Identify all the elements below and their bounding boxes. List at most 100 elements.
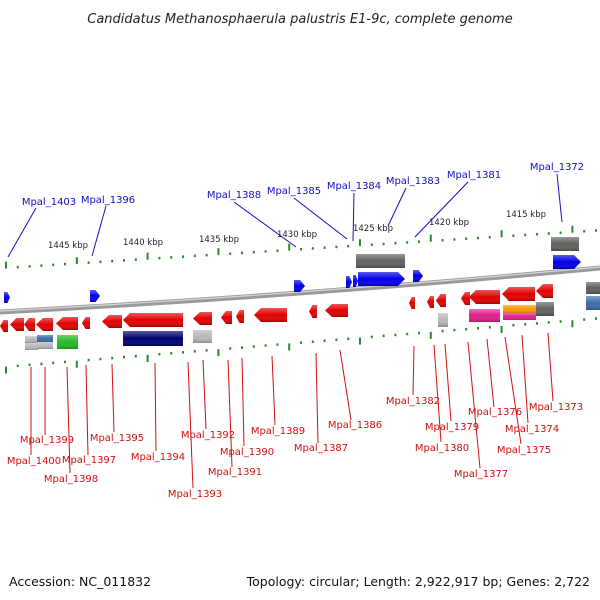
label-mpal-1385: Mpal_1385 (267, 186, 321, 197)
label-leader-lines (7, 173, 563, 489)
ruler-dot (252, 250, 255, 254)
ruler-dot (595, 317, 597, 320)
ruler-dot (134, 354, 137, 358)
ruler-dot (205, 253, 208, 257)
label-mpal-1375: Mpal_1375 (497, 445, 551, 456)
leader-mpal-1395 (111, 363, 115, 433)
ruler-dot (264, 250, 267, 253)
label-mpal-1372: Mpal_1372 (530, 162, 584, 173)
ruler-dot (182, 351, 184, 354)
leader-mpal-1394 (154, 362, 157, 452)
ruler-tick (571, 225, 574, 233)
label-mpal-1386: Mpal_1386 (328, 420, 382, 431)
gene-reverse (469, 290, 500, 304)
ruler-tick (359, 337, 361, 345)
scale-label: 1420 kbp (429, 218, 469, 228)
ruler-dot (28, 363, 31, 367)
gene-forward (586, 282, 600, 294)
ruler-dot (323, 339, 326, 342)
ruler-dot (477, 326, 479, 330)
leader-mpal-1384 (352, 192, 355, 242)
ruler-dot (158, 256, 161, 260)
ruler-dot (264, 344, 267, 347)
ruler-dot (418, 240, 420, 243)
gene-reverse (254, 308, 287, 322)
leader-mpal-1385 (293, 197, 348, 240)
scale-labels: 1445 kbp 1440 kbp 1435 kbp 1430 kbp 1425 kbp… (48, 210, 546, 251)
label-mpal-1390: Mpal_1390 (220, 447, 274, 458)
ruler-tick (288, 343, 291, 351)
label-mpal-1393: Mpal_1393 (168, 489, 222, 500)
gene-reverse (56, 317, 78, 330)
feature-box (503, 305, 536, 313)
leader-mpal-1386 (339, 349, 352, 421)
ruler-tick (5, 366, 7, 374)
label-mpal-1399: Mpal_1399 (20, 435, 74, 446)
ruler-dot (99, 260, 102, 264)
gene-reverse (24, 318, 35, 331)
ruler-dot (394, 241, 397, 245)
gene-reverse (325, 304, 348, 317)
ruler-dot (193, 254, 196, 258)
gene-forward (4, 292, 10, 303)
label-mpal-1384: Mpal_1384 (327, 181, 381, 192)
leader-mpal-1380 (433, 344, 442, 443)
ruler-dot (170, 256, 173, 259)
label-mpal-1376: Mpal_1376 (468, 407, 522, 418)
ruler-tick (500, 326, 503, 334)
ruler-dot (370, 335, 373, 339)
ruler-dot (559, 320, 562, 323)
gene-reverse (409, 297, 415, 309)
ruler-tick (217, 349, 220, 357)
feature-box (503, 313, 536, 320)
ruler-dot (64, 262, 66, 266)
leader-mpal-1393 (187, 361, 194, 489)
ruler-tick (75, 257, 78, 265)
ruler-dot (335, 338, 338, 342)
gene-reverse (36, 318, 53, 331)
feature-box (57, 335, 78, 349)
ruler-dot (524, 323, 527, 326)
label-mpal-1373: Mpal_1373 (529, 402, 583, 413)
ruler-dot (394, 333, 397, 337)
topology-text: Topology: circular; Length: 2,922,917 bp… (246, 574, 590, 589)
ruler-dot (300, 247, 302, 251)
ruler-dot (123, 259, 125, 262)
ruler-dot (16, 364, 19, 368)
ruler-dot (182, 255, 184, 258)
ruler-dot (559, 231, 562, 234)
ruler-dot (323, 246, 326, 249)
ruler-dot (477, 236, 479, 240)
ruler-dot (536, 322, 538, 325)
leader-mpal-1379 (444, 343, 452, 422)
gene-forward (358, 272, 405, 286)
label-mpal-1379: Mpal_1379 (425, 422, 479, 433)
ruler-dot (229, 252, 232, 255)
ruler-dot (536, 232, 538, 236)
ruler-dot (441, 329, 444, 333)
label-mpal-1388: Mpal_1388 (207, 190, 261, 201)
label-mpal-1380: Mpal_1380 (415, 443, 469, 454)
label-mpal-1396: Mpal_1396 (81, 195, 135, 206)
ruler-dot (595, 229, 597, 232)
scale-label: 1425 kbp (353, 224, 393, 234)
leader-mpal-1392 (202, 359, 207, 430)
feature-box (37, 342, 53, 349)
ruler-dot (524, 233, 527, 237)
gene-forward (586, 296, 600, 310)
ruler-dot (465, 327, 468, 331)
ruler-dot (276, 343, 279, 346)
ruler-dot (406, 241, 409, 244)
feature-box (37, 335, 53, 342)
leader-mpal-1388 (233, 201, 297, 248)
ruler-dot (123, 355, 125, 359)
leader-mpal-1377 (467, 341, 481, 469)
leader-mpal-1397 (85, 364, 89, 456)
gene-forward (346, 276, 352, 288)
scale-label: 1440 kbp (123, 238, 163, 248)
ruler-tick (146, 252, 149, 260)
scale-label: 1430 kbp (277, 230, 317, 240)
leader-mpal-1376 (486, 338, 495, 408)
gene-forward (294, 280, 305, 292)
ruler-dot (347, 337, 350, 341)
